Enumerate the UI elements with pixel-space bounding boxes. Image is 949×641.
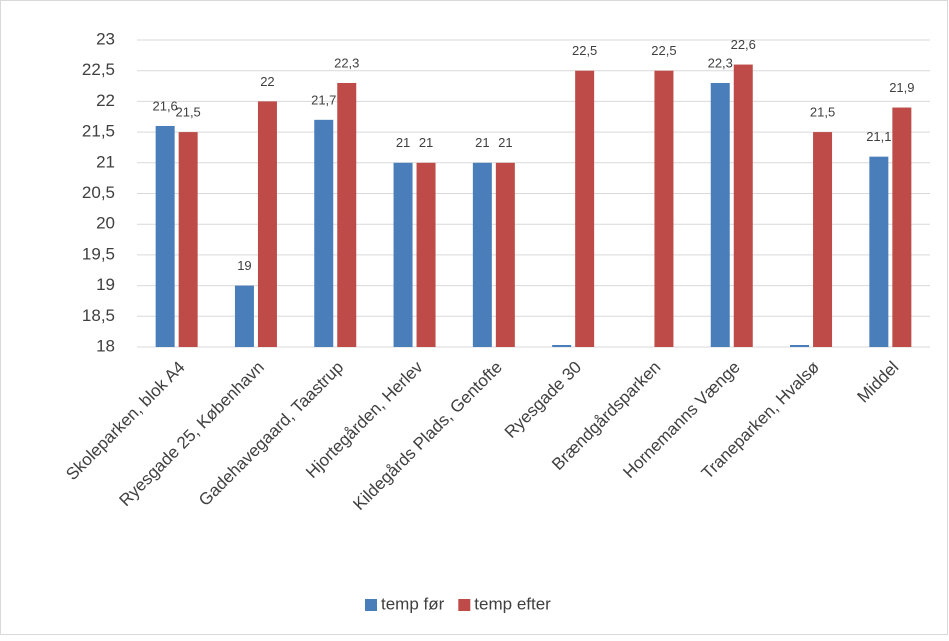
data-label: 22,3 xyxy=(334,55,359,70)
y-tick-label: 18,5 xyxy=(82,306,115,325)
bar xyxy=(869,156,889,347)
bar xyxy=(495,162,515,347)
data-label: 19 xyxy=(237,258,251,273)
data-label: 21,1 xyxy=(866,129,891,144)
data-label: 22,5 xyxy=(572,43,597,58)
data-label: 22 xyxy=(260,74,274,89)
y-tick-label: 20 xyxy=(96,214,115,233)
data-label: 21 xyxy=(396,135,410,150)
data-label: 22,5 xyxy=(651,43,676,58)
bar xyxy=(813,132,833,347)
y-tick-label: 21 xyxy=(96,152,115,171)
data-label: 22,3 xyxy=(708,55,733,70)
legend-label: temp før xyxy=(381,594,445,613)
bar xyxy=(575,70,595,347)
bar xyxy=(710,82,730,347)
data-label: 21 xyxy=(498,135,512,150)
data-label: 21 xyxy=(419,135,433,150)
data-label: 21,6 xyxy=(152,98,177,113)
bar xyxy=(178,132,198,347)
legend-swatch xyxy=(365,599,377,611)
legend-label: temp efter xyxy=(474,594,551,613)
bar xyxy=(790,345,810,347)
bar xyxy=(733,64,753,347)
bar xyxy=(314,119,334,347)
y-tick-label: 22 xyxy=(96,91,115,110)
data-label: 21 xyxy=(475,135,489,150)
bar xyxy=(155,125,175,348)
data-label: 21,9 xyxy=(889,80,914,95)
bar xyxy=(393,162,413,347)
bar xyxy=(552,345,572,347)
bar xyxy=(654,70,674,347)
y-tick-label: 20,5 xyxy=(82,183,115,202)
y-tick-label: 19,5 xyxy=(82,244,115,263)
data-label: 21,5 xyxy=(810,105,835,120)
y-tick-label: 23 xyxy=(96,29,115,48)
data-label: 21,5 xyxy=(175,105,200,120)
y-tick-label: 21,5 xyxy=(82,122,115,141)
bar xyxy=(257,101,277,348)
y-tick-label: 22,5 xyxy=(82,60,115,79)
bar xyxy=(472,162,492,347)
data-label: 21,7 xyxy=(311,92,336,107)
bar xyxy=(234,285,254,347)
bar xyxy=(416,162,436,347)
bar xyxy=(337,82,357,347)
bar xyxy=(892,107,912,347)
data-label: 22,6 xyxy=(731,37,756,52)
y-tick-label: 18 xyxy=(96,336,115,355)
y-tick-label: 19 xyxy=(96,275,115,294)
legend-swatch xyxy=(458,599,471,611)
